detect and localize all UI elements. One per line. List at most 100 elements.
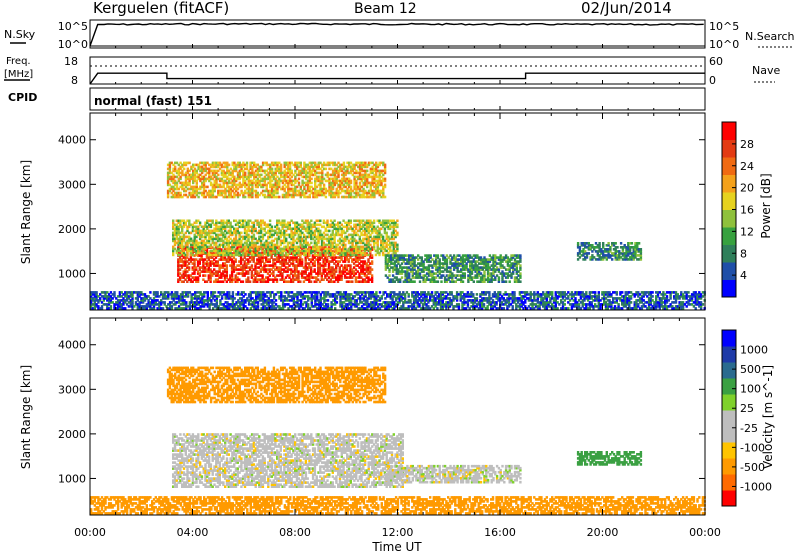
heatmap-cell (222, 189, 225, 193)
heatmap-cell (277, 221, 281, 225)
heatmap-cell (192, 193, 195, 197)
heatmap-cell (224, 237, 227, 241)
heatmap-cell (209, 264, 212, 267)
heatmap-cell (355, 161, 358, 165)
heatmap-cell (258, 179, 261, 183)
heatmap-cell (347, 219, 351, 223)
heatmap-cell (390, 235, 394, 239)
heatmap-cell (460, 270, 463, 273)
heatmap-cell (582, 250, 585, 253)
heatmap-cell (320, 264, 323, 267)
heatmap-cell (358, 193, 362, 197)
heatmap-cell (602, 256, 605, 259)
heatmap-cell (288, 173, 292, 177)
heatmap-cell (186, 239, 189, 243)
heatmap-cell (474, 274, 477, 277)
heatmap-cell (215, 233, 218, 237)
heatmap-cell (322, 237, 326, 241)
heatmap-cell (342, 171, 346, 175)
heatmap-cell (252, 227, 256, 231)
heatmap-cell (436, 270, 440, 273)
heatmap-cell (294, 223, 297, 227)
heatmap-cell (284, 270, 288, 273)
heatmap-cell (585, 246, 589, 249)
heatmap-cell (202, 225, 205, 229)
heatmap-cell (204, 235, 207, 239)
heatmap-cell (256, 177, 259, 181)
heatmap-cell (317, 239, 320, 243)
heatmap-cell (242, 245, 245, 249)
heatmap-cell (314, 193, 317, 197)
heatmap-cell (336, 274, 340, 277)
heatmap-cell (269, 183, 272, 187)
heatmap-cell (198, 241, 202, 245)
heatmap-cell (391, 268, 395, 271)
heatmap-cell (369, 185, 372, 189)
heatmap-cell (584, 250, 587, 253)
heatmap-cell (387, 239, 390, 243)
heatmap-cell (174, 191, 177, 195)
heatmap-cell (263, 256, 266, 259)
heatmap-cell (213, 268, 216, 271)
heatmap-cell (402, 266, 405, 269)
heatmap-cell (193, 272, 196, 275)
heatmap-cell (584, 252, 587, 255)
heatmap-cell (331, 268, 334, 271)
heatmap-cell (481, 278, 484, 281)
heatmap-cell (360, 247, 363, 251)
heatmap-cell (258, 167, 261, 171)
heatmap-cell (296, 179, 299, 183)
heatmap-cell (286, 245, 290, 249)
heatmap-cell (270, 225, 274, 229)
heatmap-cell (470, 268, 474, 271)
heatmap-cell (497, 276, 501, 279)
heatmap-cell (333, 163, 337, 167)
heatmap-cell (354, 256, 358, 259)
heatmap-cell (306, 225, 309, 229)
heatmap-cell (331, 193, 335, 197)
heatmap-cell (288, 187, 292, 191)
heatmap-cell (621, 252, 625, 255)
heatmap-cell (324, 253, 327, 257)
heatmap-cell (248, 268, 252, 271)
heatmap-cell (319, 175, 322, 179)
heatmap-cell (458, 262, 461, 265)
heatmap-cell (319, 235, 322, 239)
heatmap-cell (209, 274, 212, 277)
heatmap-cell (220, 231, 223, 235)
heatmap-cell (172, 169, 175, 173)
heatmap-cell (220, 227, 223, 231)
heatmap-cell (356, 223, 360, 227)
heatmap-cell (250, 225, 254, 229)
heatmap-cell (392, 231, 395, 235)
heatmap-cell (195, 241, 198, 245)
heatmap-cell (213, 175, 216, 179)
heatmap-cell (603, 250, 607, 253)
heatmap-cell (195, 239, 198, 243)
heatmap-cell (317, 223, 320, 227)
heatmap-cell (278, 179, 281, 183)
heatmap-cell (605, 258, 608, 261)
heatmap-cell (331, 185, 335, 189)
heatmap-cell (244, 175, 247, 179)
heatmap-cell (177, 191, 180, 195)
heatmap-cell (234, 243, 238, 247)
heatmap-cell (388, 270, 391, 273)
heatmap-cell (243, 272, 246, 275)
heatmap-cell (204, 179, 207, 183)
heatmap-cell (327, 276, 331, 279)
heatmap-cell (295, 251, 299, 255)
heatmap-cell (311, 270, 315, 273)
heatmap-cell (404, 272, 407, 275)
heatmap-cell (358, 229, 361, 233)
heatmap-cell (277, 245, 281, 249)
heatmap-cell (360, 256, 363, 259)
heatmap-cell (279, 233, 282, 237)
heatmap-cell (256, 245, 259, 249)
heatmap-cell (623, 258, 626, 261)
heatmap-cell (234, 223, 238, 227)
heatmap-cell (261, 169, 265, 173)
heatmap-cell (168, 171, 172, 175)
heatmap-cell (236, 268, 239, 271)
heatmap-cell (320, 239, 324, 243)
